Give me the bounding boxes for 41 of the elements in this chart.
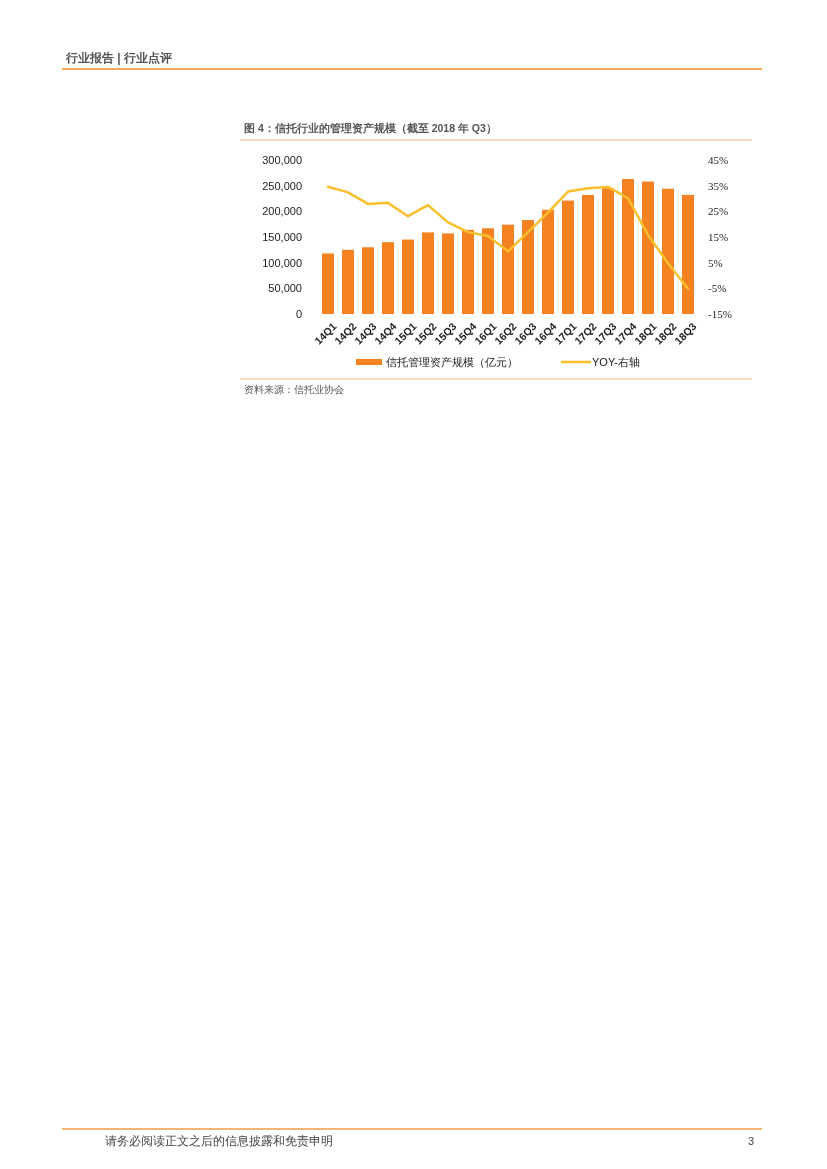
y-tick-label: 100,000 — [262, 256, 302, 269]
bar — [422, 232, 434, 314]
bar — [582, 194, 594, 314]
bar — [502, 224, 514, 314]
y-tick-label: 50,000 — [268, 282, 302, 295]
y2-tick-label: 25% — [708, 205, 729, 218]
bar — [642, 181, 654, 314]
bar — [662, 188, 674, 314]
y-tick-label: 200,000 — [262, 205, 302, 218]
bar — [482, 228, 494, 314]
y-tick-label: 150,000 — [262, 230, 302, 243]
bar — [442, 233, 454, 314]
y2-tick-label: 15% — [708, 230, 729, 243]
bar — [542, 209, 554, 314]
bar — [342, 249, 354, 314]
bar — [362, 247, 374, 314]
bar — [602, 188, 614, 314]
y2-tick-label: 45% — [708, 153, 729, 166]
text: 资料来源：信托业协会 — [244, 384, 344, 395]
bar — [522, 220, 534, 314]
bar — [682, 194, 694, 314]
y2-tick-label: -15% — [708, 307, 732, 320]
text: 3 — [747, 1135, 754, 1147]
bar — [562, 200, 574, 314]
y-tick-label: 0 — [295, 307, 302, 320]
text: 行业报告 | 行业点评 — [65, 51, 173, 65]
bar — [382, 242, 394, 314]
text: 请务必阅读正文之后的信息披露和免责申明 — [105, 1134, 333, 1148]
bar — [622, 178, 634, 314]
y-tick-label: 300,000 — [262, 153, 302, 166]
chart-title: 图 4：信托行业的管理资产规模（截至 2018 年 Q3） — [244, 122, 497, 135]
y2-tick-label: -5% — [708, 282, 727, 295]
y-tick-label: 250,000 — [262, 179, 302, 192]
legend-label: YOY-右轴 — [592, 355, 640, 368]
y2-tick-label: 5% — [708, 256, 723, 269]
bar — [402, 239, 414, 314]
legend-label: 信托管理资产规模（亿元） — [386, 355, 518, 368]
y2-tick-label: 35% — [708, 179, 729, 192]
bar — [322, 253, 334, 314]
line-series — [326, 185, 690, 291]
bar — [462, 229, 474, 314]
